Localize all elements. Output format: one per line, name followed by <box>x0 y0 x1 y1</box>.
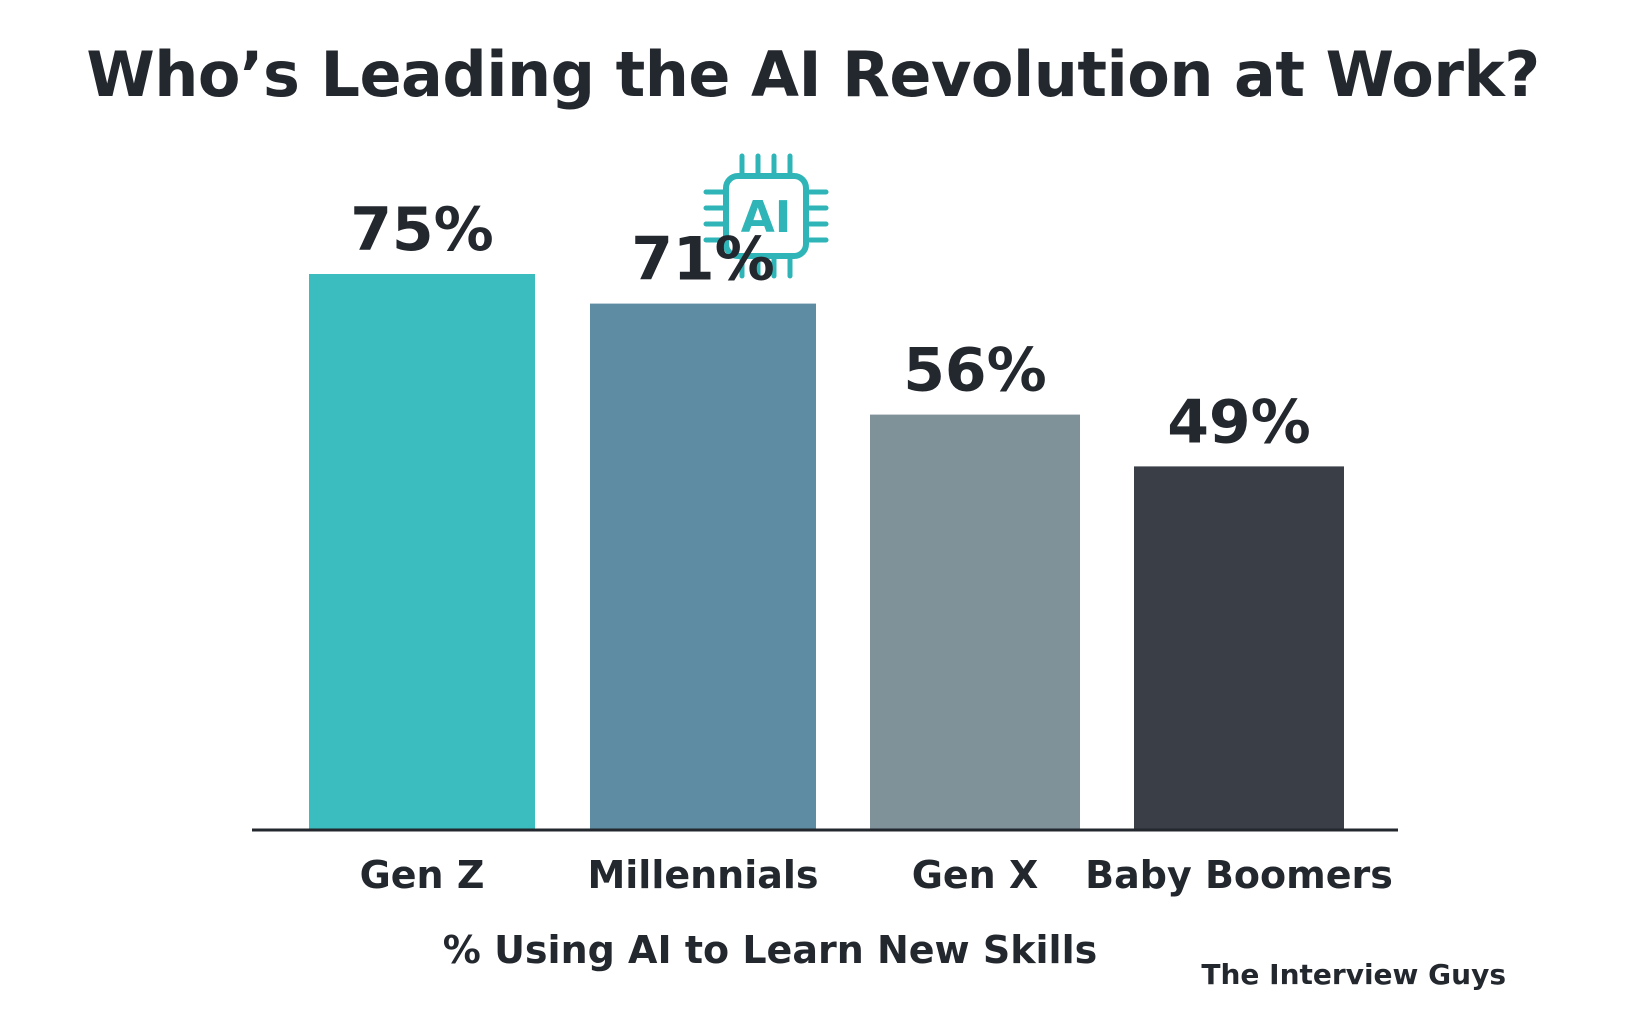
category-label: Gen X <box>912 853 1039 897</box>
value-label: 49% <box>1167 387 1311 457</box>
category-label: Baby Boomers <box>1085 853 1393 897</box>
bar-millennials <box>590 303 816 830</box>
value-label: 71% <box>631 225 775 295</box>
category-labels-group: Gen Z Millennials Gen X Baby Boomers <box>360 853 1393 897</box>
value-labels-group: 75% 71% 56% 49% <box>350 195 1311 457</box>
bar-gen-x <box>870 414 1080 829</box>
chart-title: Who’s Leading the AI Revolution at Work? <box>86 38 1540 111</box>
category-label: Millennials <box>587 853 818 897</box>
value-label: 56% <box>903 336 1047 406</box>
bar-baby-boomers <box>1134 466 1344 829</box>
bar-gen-z <box>309 274 535 829</box>
category-label: Gen Z <box>360 853 485 897</box>
ai-chip-icon: AI <box>703 153 829 279</box>
ai-chip-text: AI <box>741 192 791 243</box>
x-axis-label: % Using AI to Learn New Skills <box>442 928 1098 972</box>
bars-group <box>309 274 1344 830</box>
value-label: 75% <box>350 195 494 265</box>
credit-text: The Interview Guys <box>1201 958 1506 991</box>
